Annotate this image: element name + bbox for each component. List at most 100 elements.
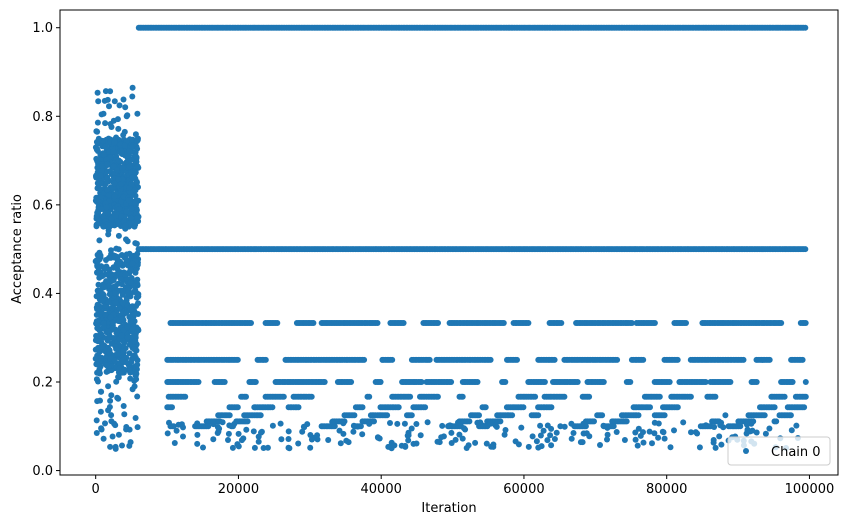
data-point <box>99 163 106 170</box>
data-point <box>548 442 555 449</box>
data-point <box>722 412 729 419</box>
data-point <box>95 344 102 351</box>
data-point <box>235 430 242 437</box>
data-point <box>120 403 127 409</box>
data-point <box>127 279 134 286</box>
data-point <box>299 428 306 435</box>
data-point <box>482 404 489 411</box>
data-point <box>580 430 587 437</box>
data-point <box>260 445 267 451</box>
data-point <box>802 24 809 31</box>
data-point <box>116 102 123 109</box>
data-point <box>134 163 141 170</box>
data-point <box>561 393 568 400</box>
data-point <box>123 251 130 258</box>
data-point <box>119 315 126 322</box>
data-point <box>398 442 405 449</box>
data-point <box>128 275 135 281</box>
x-tick-label: 0 <box>92 482 100 497</box>
data-point <box>106 222 113 229</box>
data-point <box>514 356 520 363</box>
data-point <box>321 379 328 385</box>
data-point <box>106 254 112 261</box>
data-point <box>127 318 134 325</box>
data-point <box>119 291 126 298</box>
data-point <box>135 326 141 333</box>
data-point <box>408 412 415 419</box>
data-point <box>97 408 104 415</box>
data-point <box>127 267 134 274</box>
data-point <box>640 429 646 436</box>
data-point <box>407 393 414 400</box>
data-point <box>99 273 106 280</box>
data-point <box>351 412 358 419</box>
data-point <box>512 438 519 445</box>
data-point <box>98 194 105 200</box>
data-point <box>101 266 108 273</box>
data-point <box>110 148 117 155</box>
data-point <box>551 356 558 363</box>
data-point <box>134 110 141 117</box>
y-tick-label: 0.0 <box>32 464 53 479</box>
data-point <box>366 420 373 427</box>
data-point <box>674 356 681 363</box>
data-point <box>109 305 115 312</box>
data-point <box>702 379 709 385</box>
data-point <box>439 422 446 429</box>
data-point <box>110 277 117 284</box>
legend-box <box>727 436 831 466</box>
data-point <box>129 174 136 181</box>
data-point <box>544 437 551 444</box>
data-point <box>111 180 118 187</box>
data-point <box>100 151 107 158</box>
data-point <box>340 420 347 427</box>
data-point <box>98 331 105 338</box>
data-point <box>182 393 189 400</box>
data-point <box>744 421 750 428</box>
data-point <box>235 443 242 450</box>
data-point <box>557 423 564 430</box>
data-point <box>133 370 140 377</box>
data-point <box>640 439 647 446</box>
data-point <box>667 444 674 451</box>
data-point <box>509 412 516 419</box>
data-point <box>377 379 384 385</box>
data-point <box>119 164 126 171</box>
data-point <box>613 429 620 435</box>
data-point <box>107 314 114 321</box>
data-point <box>115 232 122 239</box>
data-point <box>295 404 302 411</box>
data-point <box>666 379 673 385</box>
data-point <box>258 429 264 436</box>
data-point <box>106 277 113 284</box>
data-point <box>116 305 123 311</box>
data-point <box>688 429 694 436</box>
data-point <box>132 169 139 176</box>
data-point <box>361 356 368 363</box>
data-point <box>95 288 101 294</box>
data-point <box>127 306 134 313</box>
data-point <box>129 84 136 91</box>
data-point <box>108 271 115 278</box>
data-point <box>93 430 100 436</box>
data-point <box>538 443 545 450</box>
data-point <box>110 319 116 326</box>
data-point <box>802 393 809 400</box>
data-point <box>646 428 653 435</box>
y-tick-label: 0.2 <box>32 376 53 391</box>
data-point <box>134 393 141 400</box>
data-point <box>131 346 138 353</box>
data-point <box>586 433 593 440</box>
data-point <box>107 397 114 404</box>
data-point <box>329 418 336 425</box>
data-point <box>604 431 611 438</box>
data-point <box>226 422 233 429</box>
y-tick-label: 1.0 <box>32 21 53 36</box>
data-point <box>405 432 412 439</box>
data-point <box>119 281 125 288</box>
data-point <box>94 269 101 276</box>
data-point <box>115 157 122 164</box>
data-point <box>456 431 463 438</box>
data-point <box>459 435 466 442</box>
data-point <box>221 379 228 385</box>
